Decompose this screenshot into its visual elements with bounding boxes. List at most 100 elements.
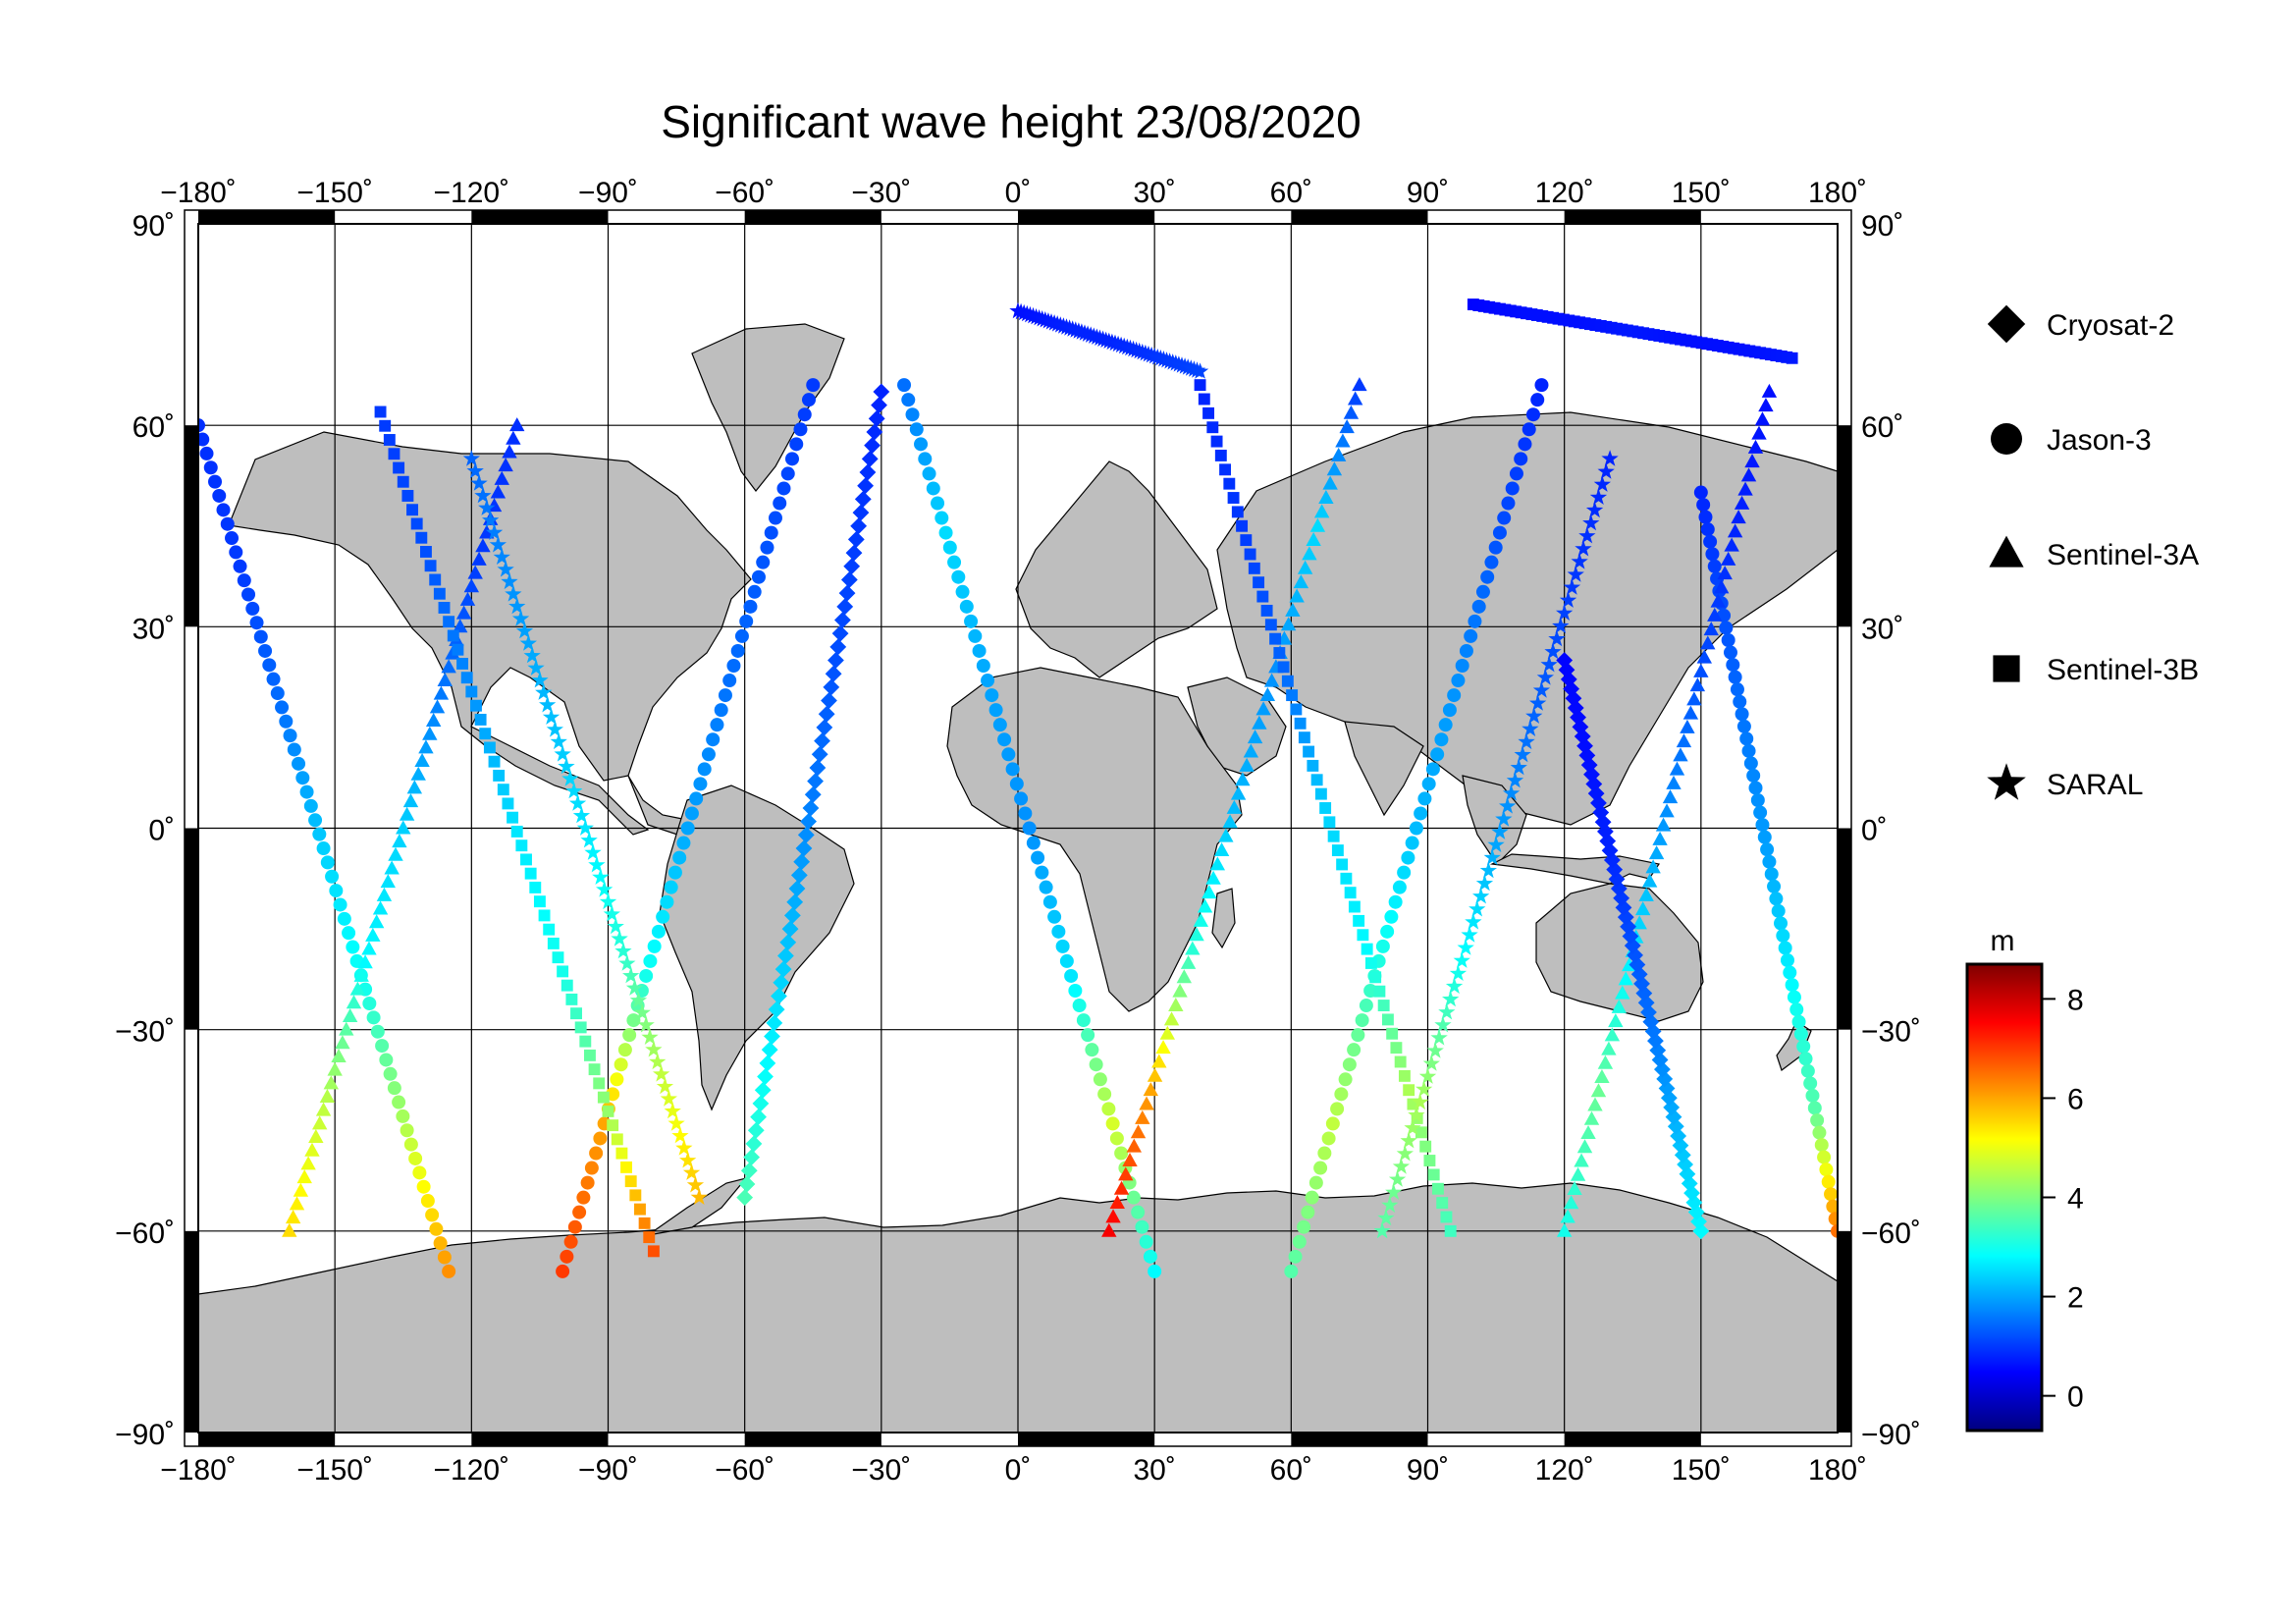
swh-point: [1396, 1145, 1414, 1162]
swh-point: [563, 1234, 578, 1249]
swh-point: [1022, 821, 1037, 836]
swh-point: [802, 799, 820, 817]
swh-point: [1253, 576, 1265, 589]
swh-point: [680, 821, 695, 836]
swh-point: [459, 591, 476, 606]
swh-point: [319, 1089, 336, 1104]
swh-point: [776, 481, 791, 496]
swh-point: [1286, 689, 1299, 702]
swh-point: [365, 927, 381, 942]
colorbar: m 0 2 4 6 8: [1965, 925, 2084, 1433]
lon-tick-label-bottom: 60˚: [1270, 1454, 1312, 1487]
swh-point: [951, 569, 966, 584]
swh-point: [1464, 628, 1478, 643]
swh-point: [1487, 836, 1505, 852]
swh-point: [706, 732, 721, 747]
swh-point: [1260, 604, 1273, 617]
swh-point: [660, 894, 674, 909]
swh-point: [1172, 983, 1188, 998]
swh-point: [1118, 1166, 1134, 1181]
swh-point: [1693, 485, 1708, 500]
colorbar-tick-label: 8: [2067, 984, 2084, 1016]
swh-point: [1434, 1016, 1452, 1033]
swh-point: [1400, 1132, 1417, 1149]
swh-point: [1394, 1055, 1407, 1068]
swh-point: [422, 726, 438, 740]
swh-point: [1677, 1156, 1693, 1173]
legend-triangle-icon: [1989, 535, 2024, 568]
swh-point: [1201, 885, 1217, 899]
series-cryosat-2: [736, 383, 1710, 1240]
swh-point: [270, 686, 285, 701]
series-saral: [462, 301, 1619, 1239]
swh-point: [1369, 971, 1382, 984]
swh-point: [1294, 717, 1307, 730]
swh-point: [1373, 1221, 1391, 1239]
swh-point: [897, 378, 912, 393]
land-greenland: [691, 323, 845, 492]
lat-tick-label-right: 30˚: [1861, 613, 1903, 645]
swh-point: [1047, 909, 1062, 924]
frame-bar-top: [1018, 210, 1155, 224]
swh-point: [1479, 861, 1497, 879]
swh-point: [1483, 848, 1501, 866]
swh-point: [1319, 802, 1332, 814]
swh-point: [1563, 1195, 1579, 1210]
swh-point: [574, 1021, 587, 1034]
swh-point: [384, 860, 400, 875]
swh-point: [1191, 362, 1209, 379]
swh-point: [1501, 496, 1516, 511]
swh-point: [1583, 1110, 1600, 1125]
swh-point: [471, 551, 487, 566]
swh-point: [671, 1126, 689, 1144]
colorbar-tick-label: 0: [2067, 1381, 2084, 1414]
swh-point: [406, 504, 418, 516]
swh-point: [821, 692, 837, 709]
swh-point: [611, 930, 628, 947]
swh-point: [1714, 579, 1730, 594]
swh-point: [1703, 622, 1719, 636]
swh-point: [602, 1105, 614, 1117]
swh-point: [1552, 617, 1570, 634]
swh-point: [1206, 421, 1219, 434]
swh-point: [922, 466, 936, 481]
swh-point: [470, 699, 482, 712]
swh-point: [1760, 842, 1775, 857]
swh-point: [275, 700, 290, 715]
swh-point: [1289, 588, 1305, 603]
swh-point: [1548, 629, 1566, 647]
swh-point: [1812, 1125, 1827, 1140]
swh-point: [396, 1109, 410, 1123]
swh-point: [333, 897, 347, 912]
swh-point: [682, 1163, 701, 1180]
lon-tick-label-bottom: −30˚: [851, 1454, 911, 1487]
swh-point: [641, 1028, 659, 1045]
swh-point: [675, 1139, 693, 1156]
swh-point: [852, 504, 870, 521]
swh-point: [773, 974, 790, 992]
swh-point: [1307, 759, 1319, 772]
swh-point: [611, 1133, 623, 1146]
swh-point: [992, 718, 1007, 732]
swh-point: [198, 418, 205, 433]
swh-point: [667, 865, 682, 880]
swh-point: [550, 732, 567, 750]
swh-point: [1571, 553, 1588, 569]
swh-point: [634, 1203, 646, 1216]
swh-point: [199, 446, 214, 460]
lon-tick-label-bottom: 30˚: [1133, 1454, 1175, 1487]
swh-point: [854, 490, 872, 508]
swh-point: [1468, 614, 1482, 628]
swh-point: [1236, 519, 1249, 532]
swh-point: [1113, 1180, 1130, 1195]
swh-point: [1051, 924, 1066, 939]
swh-point: [1630, 965, 1648, 983]
swh-point: [797, 407, 812, 422]
swh-point: [1442, 990, 1460, 1007]
swh-point: [383, 434, 396, 446]
swh-point: [493, 548, 510, 565]
swh-point: [1415, 1126, 1427, 1139]
swh-point: [1758, 398, 1774, 412]
swh-point: [1783, 965, 1797, 980]
swh-point: [806, 378, 821, 393]
